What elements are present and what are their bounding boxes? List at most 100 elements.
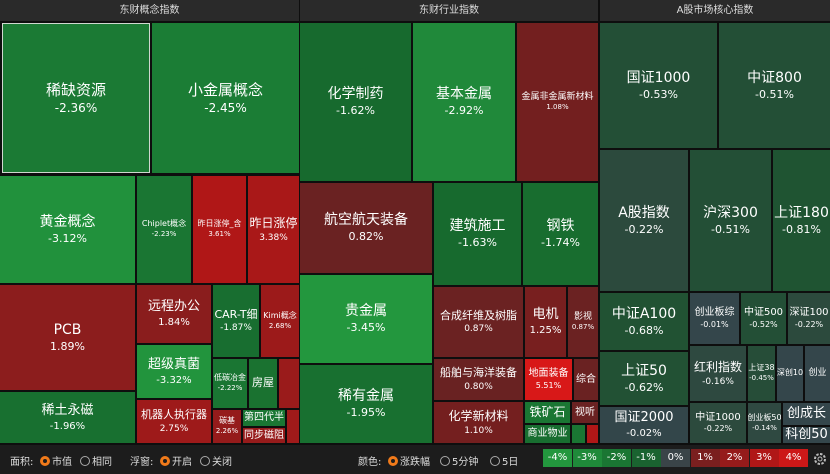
tile[interactable]: CAR-T细 -1.87%: [213, 285, 259, 357]
tile[interactable]: [279, 359, 299, 408]
tile[interactable]: 昨日涨停_含 3.61%: [193, 176, 246, 283]
tile[interactable]: 机器人执行器 2.75%: [137, 400, 211, 443]
tile-name: 合成纤维及树脂: [440, 308, 517, 322]
radio[interactable]: 5日: [486, 453, 518, 468]
tile[interactable]: 船舶与海洋装备 0.80%: [434, 359, 523, 400]
tile-change: -0.51%: [711, 222, 750, 236]
tile[interactable]: 沪深300 -0.51%: [690, 150, 771, 291]
tile[interactable]: 创业板综 -0.01%: [690, 293, 739, 344]
tile[interactable]: 深创10: [777, 346, 803, 401]
option: 开启: [172, 457, 192, 468]
tile-change: -0.14%: [752, 423, 777, 432]
tile[interactable]: 房屋: [249, 359, 277, 408]
tile[interactable]: 上证50 -0.62%: [600, 352, 688, 405]
tile-change: -1.62%: [336, 104, 375, 118]
tile[interactable]: 低碳冶金 -2.22%: [213, 359, 247, 408]
legend-swatch: 3%: [749, 449, 779, 467]
tile[interactable]: 合成纤维及树脂 0.87%: [434, 287, 523, 357]
tile[interactable]: 超级真菌 -3.32%: [137, 345, 211, 398]
tile[interactable]: 红利指数 -0.16%: [690, 346, 746, 401]
legend-swatch: -2%: [602, 449, 631, 467]
radio[interactable]: 开启: [156, 453, 192, 468]
tile-change: 1.89%: [50, 339, 85, 353]
tile[interactable]: 国证2000 -0.02%: [600, 407, 688, 443]
tile-change: -0.02%: [626, 428, 662, 440]
tile[interactable]: A股指数 -0.22%: [600, 150, 688, 291]
tile[interactable]: PCB 1.89%: [0, 285, 135, 390]
settings-icon[interactable]: [812, 451, 828, 467]
tile-change: -0.16%: [702, 376, 734, 387]
tile[interactable]: 基本金属 -2.92%: [413, 23, 515, 181]
tile-name: 稀缺资源: [45, 80, 106, 99]
tile[interactable]: 电机 1.25%: [525, 287, 566, 357]
tile[interactable]: 铁矿石: [525, 402, 570, 423]
tile[interactable]: 贵金属 -3.45%: [300, 275, 432, 363]
tile[interactable]: 建筑施工 -1.63%: [434, 183, 521, 285]
tile[interactable]: 上证180 -0.81%: [773, 150, 830, 291]
tile[interactable]: 同步磁阻: [243, 428, 285, 443]
tile-name: 创业板综: [694, 307, 735, 319]
tile[interactable]: 小金属概念 -2.45%: [152, 23, 299, 173]
tile[interactable]: 昨日涨停 3.38%: [248, 176, 299, 283]
tile[interactable]: 化学制药 -1.62%: [300, 23, 411, 181]
tile[interactable]: 商业物业: [525, 425, 570, 443]
tile[interactable]: 中证500 -0.52%: [741, 293, 786, 344]
tile-change: -0.51%: [755, 87, 794, 101]
tile[interactable]: 创业: [805, 346, 830, 401]
tile[interactable]: 综合: [574, 359, 598, 400]
tile[interactable]: 影视 0.87%: [568, 287, 598, 357]
tile-name: 机器人执行器: [141, 408, 207, 421]
radio[interactable]: 市值: [36, 453, 72, 468]
tile[interactable]: 国证1000 -0.53%: [600, 23, 717, 148]
tile[interactable]: 金属非金属新材料 1.08%: [517, 23, 598, 181]
tile[interactable]: 稀缺资源 -2.36%: [2, 23, 150, 173]
legend-swatch: -1%: [631, 449, 661, 467]
tile[interactable]: 上证38 -0.45%: [748, 346, 775, 401]
tile[interactable]: 远程办公 1.84%: [137, 285, 211, 343]
tile[interactable]: 第四代半: [243, 410, 285, 426]
tile[interactable]: 中证800 -0.51%: [719, 23, 830, 148]
tile-change: -1.74%: [541, 236, 580, 250]
tile[interactable]: 视听: [572, 402, 598, 423]
tile[interactable]: Chiplet概念 -2.23%: [137, 176, 191, 283]
tile-change: -2.22%: [217, 384, 243, 393]
tile[interactable]: 深证100 -0.22%: [788, 293, 830, 344]
tile[interactable]: 碳基 2.26%: [213, 410, 241, 443]
radio[interactable]: 涨跌幅: [384, 453, 430, 468]
tile-change: 3.38%: [259, 232, 288, 243]
tile[interactable]: 钢铁 -1.74%: [523, 183, 598, 285]
tile[interactable]: 科创50: [783, 427, 830, 443]
tile[interactable]: 地面装备 5.51%: [525, 359, 572, 400]
tile[interactable]: 稀土永磁 -1.96%: [0, 392, 135, 443]
tile-name: 科创50: [785, 427, 828, 443]
tile[interactable]: Kimi概念 2.68%: [261, 285, 299, 357]
tile[interactable]: 黄金概念 -3.12%: [0, 176, 135, 283]
tile-name: 超级真菌: [147, 356, 200, 372]
tile-change: 1.84%: [158, 317, 190, 329]
tile-change: -0.22%: [624, 222, 664, 236]
tile-change: -2.45%: [204, 101, 247, 116]
tile[interactable]: 创业板50 -0.14%: [748, 403, 781, 443]
tile[interactable]: 创成长: [783, 403, 830, 425]
tile-change: -3.32%: [156, 374, 192, 386]
tile[interactable]: 化学新材料 1.10%: [434, 402, 523, 443]
radio[interactable]: 关闭: [196, 453, 232, 468]
tile[interactable]: [287, 410, 299, 443]
toolbar: 面积: 市值 相同 浮窗: 开启 关闭 颜色: 涨跌幅 5分钟 5日 -4% -3…: [0, 445, 830, 474]
tile-name: 低碳冶金: [214, 373, 246, 383]
tile-name: 中证1000: [695, 411, 741, 423]
tile[interactable]: [572, 425, 585, 443]
tile-change: 0.80%: [464, 381, 493, 392]
tile[interactable]: 稀有金属 -1.95%: [300, 365, 432, 443]
tile[interactable]: 中证1000 -0.22%: [690, 403, 746, 443]
tile[interactable]: 航空航天装备 0.82%: [300, 183, 432, 273]
tile-change: 0.82%: [348, 230, 384, 244]
tile-name: 沪深300: [703, 204, 758, 221]
tile-change: -2.36%: [54, 101, 98, 116]
radio[interactable]: 相同: [76, 453, 112, 468]
radio[interactable]: 5分钟: [436, 453, 478, 468]
tile[interactable]: 中证A100 -0.68%: [600, 293, 688, 350]
tile-name: 创业: [808, 368, 827, 379]
tile[interactable]: [587, 425, 598, 443]
